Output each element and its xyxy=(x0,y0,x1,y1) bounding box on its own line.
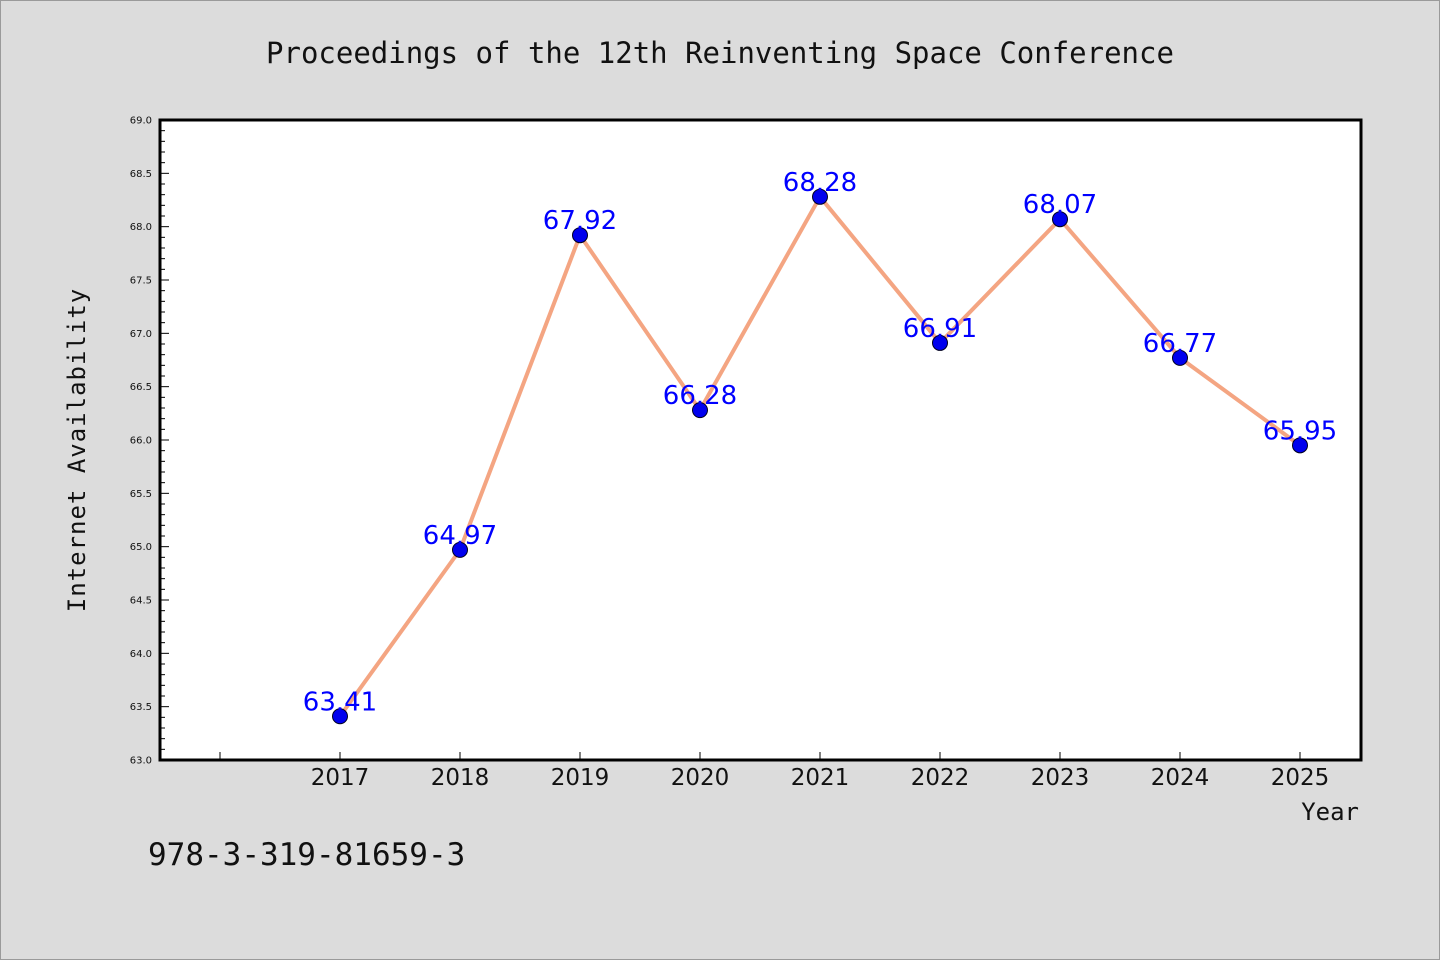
x-tick-label: 2021 xyxy=(791,765,850,791)
isbn-text: 978-3-319-81659-3 xyxy=(148,837,465,873)
x-tick-label: 2018 xyxy=(431,765,490,791)
y-tick-label: 66.0 xyxy=(130,436,152,447)
series: 63.41 64.97 67.92 66.28 68.28 66.91 68.07 66.77… xyxy=(303,168,1337,725)
data-label: 65.95 xyxy=(1263,416,1337,446)
data-point xyxy=(572,227,588,244)
x-tick-label: 2025 xyxy=(1271,765,1330,791)
y-tick-label: 69.0 xyxy=(130,116,152,127)
y-tick-label: 63.0 xyxy=(130,756,152,767)
plot-area xyxy=(160,120,1361,760)
y-tick-label: 65.0 xyxy=(130,542,152,553)
data-point xyxy=(812,188,828,205)
y-tick-label: 64.5 xyxy=(130,596,152,607)
y-tick-label: 67.0 xyxy=(130,329,152,340)
x-axis: 2017 2018 2019 2020 2021 2022 2023 2024 2025 xyxy=(219,752,1330,791)
data-label: 68.07 xyxy=(1023,190,1097,220)
y-tick-label: 64.0 xyxy=(130,649,152,660)
data-point xyxy=(1052,211,1068,228)
data-label: 67.92 xyxy=(543,206,617,236)
x-tick-label: 2023 xyxy=(1031,765,1090,791)
y-tick-label: 65.5 xyxy=(130,489,152,500)
y-tick-label: 63.5 xyxy=(130,702,152,713)
x-tick-label: 2022 xyxy=(911,765,970,791)
data-point xyxy=(692,402,708,419)
x-tick-label: 2017 xyxy=(311,765,370,791)
chart-title: Proceedings of the 12th Reinventing Spac… xyxy=(266,36,1174,70)
y-tick-label: 66.5 xyxy=(130,382,152,393)
plot-border xyxy=(158,118,1363,762)
data-label: 64.97 xyxy=(423,521,497,551)
data-point xyxy=(332,708,348,725)
data-point xyxy=(1172,349,1188,366)
data-point xyxy=(452,541,468,558)
y-tick-label: 67.5 xyxy=(130,276,152,287)
data-label: 66.77 xyxy=(1143,329,1217,359)
y-axis-label: Internet Availability xyxy=(63,288,91,612)
data-label: 66.91 xyxy=(903,314,977,344)
data-point xyxy=(932,334,948,351)
data-label: 66.28 xyxy=(663,381,737,411)
y-tick-label: 68.0 xyxy=(130,222,152,233)
data-point xyxy=(1292,437,1308,454)
x-axis-label: Year xyxy=(1301,798,1359,826)
x-tick-label: 2019 xyxy=(551,765,610,791)
data-label: 68.28 xyxy=(783,168,857,198)
x-tick-label: 2020 xyxy=(671,765,730,791)
y-tick-label: 68.5 xyxy=(130,169,152,180)
data-label: 63.41 xyxy=(303,687,377,717)
x-tick-label: 2024 xyxy=(1151,765,1210,791)
